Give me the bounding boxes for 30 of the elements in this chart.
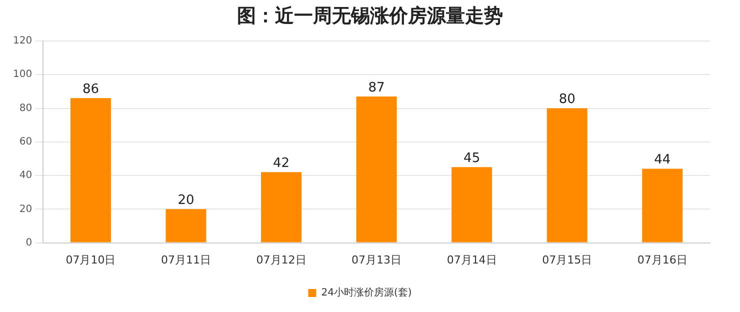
y-tick-label: 80	[19, 102, 32, 114]
x-tick-label: 07月12日	[256, 253, 306, 266]
data-label: 87	[368, 80, 385, 96]
legend-label: 24小时涨价房源(套)	[321, 286, 412, 299]
x-tick-label: 07月11日	[160, 253, 211, 266]
data-label: 42	[272, 156, 290, 172]
x-tick-label: 07月10日	[66, 253, 116, 266]
x-tick-label: 07月14日	[446, 253, 497, 266]
bar	[642, 168, 683, 242]
bar	[452, 167, 492, 242]
bar	[166, 209, 206, 242]
bar	[70, 98, 111, 242]
data-label: 20	[178, 193, 194, 208]
chart-title: 图：近一周无锡涨价房源量走势	[236, 4, 504, 29]
x-tick-label: 07月13日	[352, 253, 402, 266]
y-tick-label: 120	[12, 36, 32, 47]
data-label: 86	[82, 82, 99, 98]
data-label: 44	[654, 152, 671, 168]
data-label: 45	[464, 151, 480, 166]
bar	[546, 108, 588, 242]
y-tick-label: 0	[26, 237, 32, 248]
y-tick-label: 40	[19, 170, 32, 182]
data-label: 80	[558, 92, 576, 108]
y-tick-label: 60	[19, 136, 32, 148]
x-tick-label: 07月15日	[542, 253, 592, 266]
bar	[356, 96, 397, 242]
bar	[261, 172, 302, 242]
y-tick-label: 20	[19, 204, 32, 215]
x-tick-label: 07月16日	[637, 253, 688, 266]
y-tick-label: 100	[12, 69, 32, 80]
